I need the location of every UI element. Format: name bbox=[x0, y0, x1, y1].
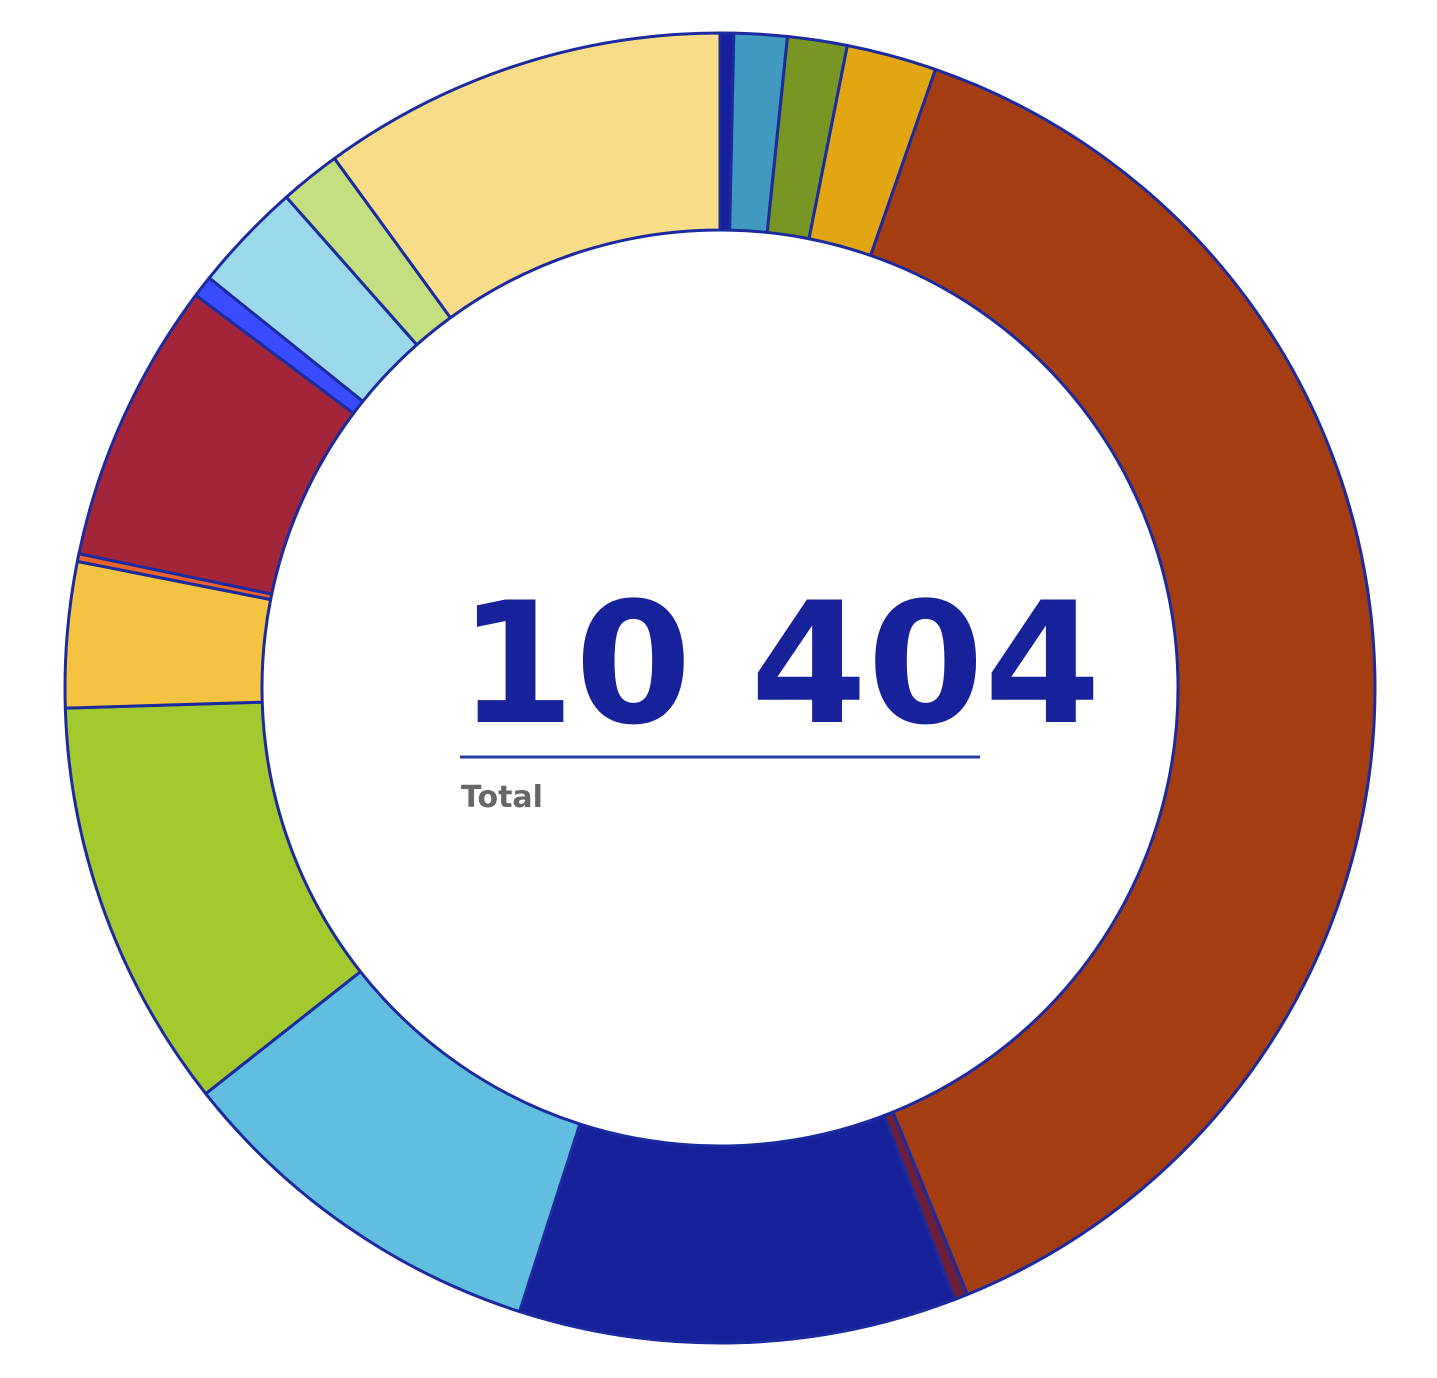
total-value: 10 404 bbox=[458, 566, 1101, 762]
total-caption: Total bbox=[461, 780, 543, 815]
donut-ring bbox=[63, 31, 1377, 1345]
donut-segment bbox=[332, 31, 722, 320]
donut-segment bbox=[869, 67, 1377, 1297]
donut-segment bbox=[518, 1114, 956, 1345]
